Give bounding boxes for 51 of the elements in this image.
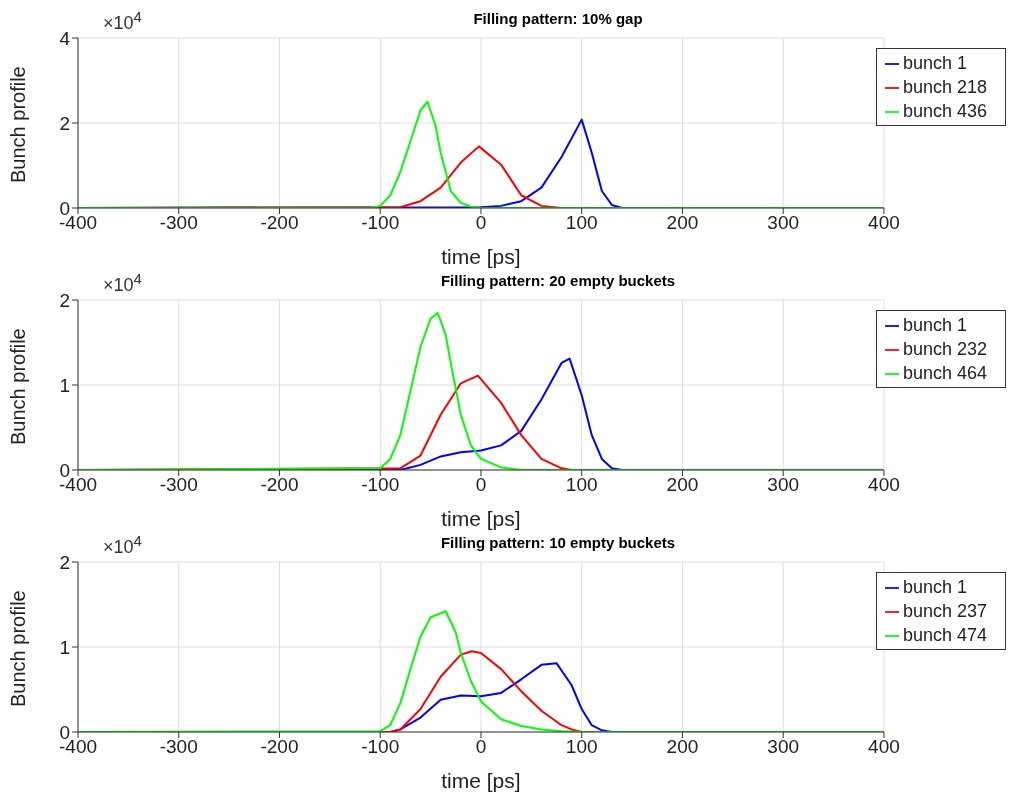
x-tick-label: 300 <box>767 212 800 234</box>
y-tick-label: 4 <box>59 27 71 49</box>
legend-label: bunch 218 <box>902 77 987 97</box>
legend-label: bunch 436 <box>902 101 987 121</box>
x-tick-label: 300 <box>767 474 800 496</box>
x-tick-label: -300 <box>159 736 198 758</box>
x-tick-label: 200 <box>666 212 699 234</box>
x-tick-label: 100 <box>565 474 598 496</box>
y-tick-label: 2 <box>59 551 70 573</box>
y-tick-label: 1 <box>59 374 70 396</box>
y-tick-label: 2 <box>59 289 70 311</box>
x-tick-label: -100 <box>361 736 400 758</box>
legend-label: bunch 237 <box>902 601 987 621</box>
x-tick-label: 200 <box>666 474 699 496</box>
x-tick-label: 100 <box>565 736 598 758</box>
text: ×10$^{4}$ <box>103 8 142 34</box>
x-tick-label: -200 <box>260 736 299 758</box>
legend-label: bunch 474 <box>902 625 987 645</box>
x-tick-label: 400 <box>868 212 900 234</box>
x-tick-label: -100 <box>361 212 400 234</box>
x-tick-label: 400 <box>868 736 900 758</box>
x-axis-title: time [ps] <box>441 507 521 530</box>
legend-label: bunch 464 <box>902 363 987 383</box>
text: ×10$^{4}$ <box>103 270 142 296</box>
y-axis-title: Bunch profile <box>7 590 30 707</box>
x-tick-label: 200 <box>666 736 699 758</box>
x-axis-title: time [ps] <box>441 245 521 268</box>
x-tick-label: -100 <box>361 474 400 496</box>
legend-label: bunch 1 <box>902 577 967 597</box>
x-tick-label: -300 <box>159 474 198 496</box>
x-tick-label: -300 <box>159 212 198 234</box>
chart-title: Filling pattern: 20 empty buckets <box>440 272 676 289</box>
chart-title: Filling pattern: 10% gap <box>473 10 643 27</box>
x-tick-label: 300 <box>767 736 800 758</box>
legend-label: bunch 1 <box>902 315 967 335</box>
y-tick-label: 1 <box>59 636 70 658</box>
y-axis-title: Bunch profile <box>7 66 30 183</box>
y-axis-title: Bunch profile <box>7 328 30 445</box>
x-tick-label: -200 <box>260 212 299 234</box>
x-tick-label: -200 <box>260 474 299 496</box>
chart-title: Filling pattern: 10 empty buckets <box>440 534 676 551</box>
text: ×10$^{4}$ <box>103 532 142 558</box>
legend-label: bunch 232 <box>902 339 987 359</box>
x-tick-label: 100 <box>565 212 598 234</box>
x-axis-title: time [ps] <box>441 769 521 792</box>
y-tick-label: 2 <box>59 112 70 134</box>
x-tick-label: 0 <box>475 474 487 496</box>
x-tick-label: 0 <box>475 736 487 758</box>
x-tick-label: 0 <box>475 212 487 234</box>
legend-label: bunch 1 <box>902 53 967 73</box>
x-tick-label: 400 <box>868 474 900 496</box>
